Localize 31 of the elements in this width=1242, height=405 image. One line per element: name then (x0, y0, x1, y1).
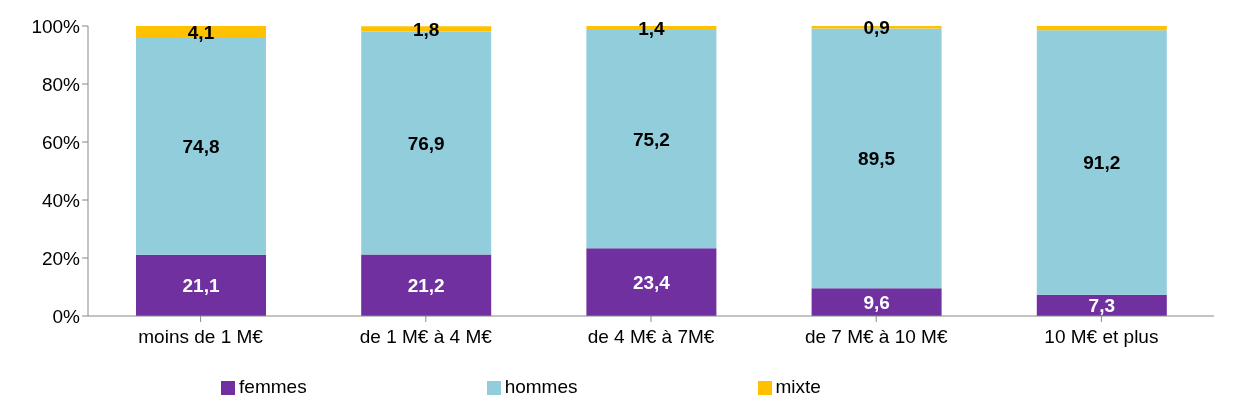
data-label: 21,1 (182, 275, 220, 297)
data-label: 4,1 (187, 21, 215, 43)
x-tick-label: 10 M€ et plus (1044, 326, 1159, 348)
y-tick-label: 0% (52, 305, 81, 327)
y-tick-label: 100% (31, 15, 81, 37)
data-label: 9,6 (863, 291, 890, 313)
x-tick-label: de 1 M€ à 4 M€ (359, 326, 493, 348)
data-label: 7,3 (1088, 295, 1116, 317)
bar (1036, 30, 1167, 295)
data-label: 89,5 (858, 148, 896, 170)
data-label: 76,9 (407, 132, 445, 154)
bar (811, 288, 942, 316)
x-tick-label: moins de 1 M€ (138, 326, 264, 348)
y-tick-label: 60% (41, 131, 81, 153)
x-tick-label: de 4 M€ à 7M€ (587, 326, 715, 348)
bar (586, 248, 717, 316)
y-tick-label: 20% (41, 247, 81, 269)
legend-label: hommes (504, 376, 578, 397)
y-tick-label: 80% (41, 73, 81, 95)
bar (136, 254, 266, 316)
bar (1036, 26, 1167, 31)
data-label: 21,2 (407, 275, 445, 297)
data-label: 91,2 (1083, 152, 1121, 174)
data-label: 23,4 (632, 271, 671, 293)
bar (361, 254, 492, 316)
data-label: 74,8 (182, 136, 220, 158)
legend-label: mixte (775, 376, 821, 397)
data-label: 75,2 (632, 128, 670, 150)
x-tick-label: de 7 M€ à 10 M€ (804, 326, 948, 348)
y-tick-label: 40% (41, 189, 81, 211)
legend-label: femmes (239, 376, 307, 397)
